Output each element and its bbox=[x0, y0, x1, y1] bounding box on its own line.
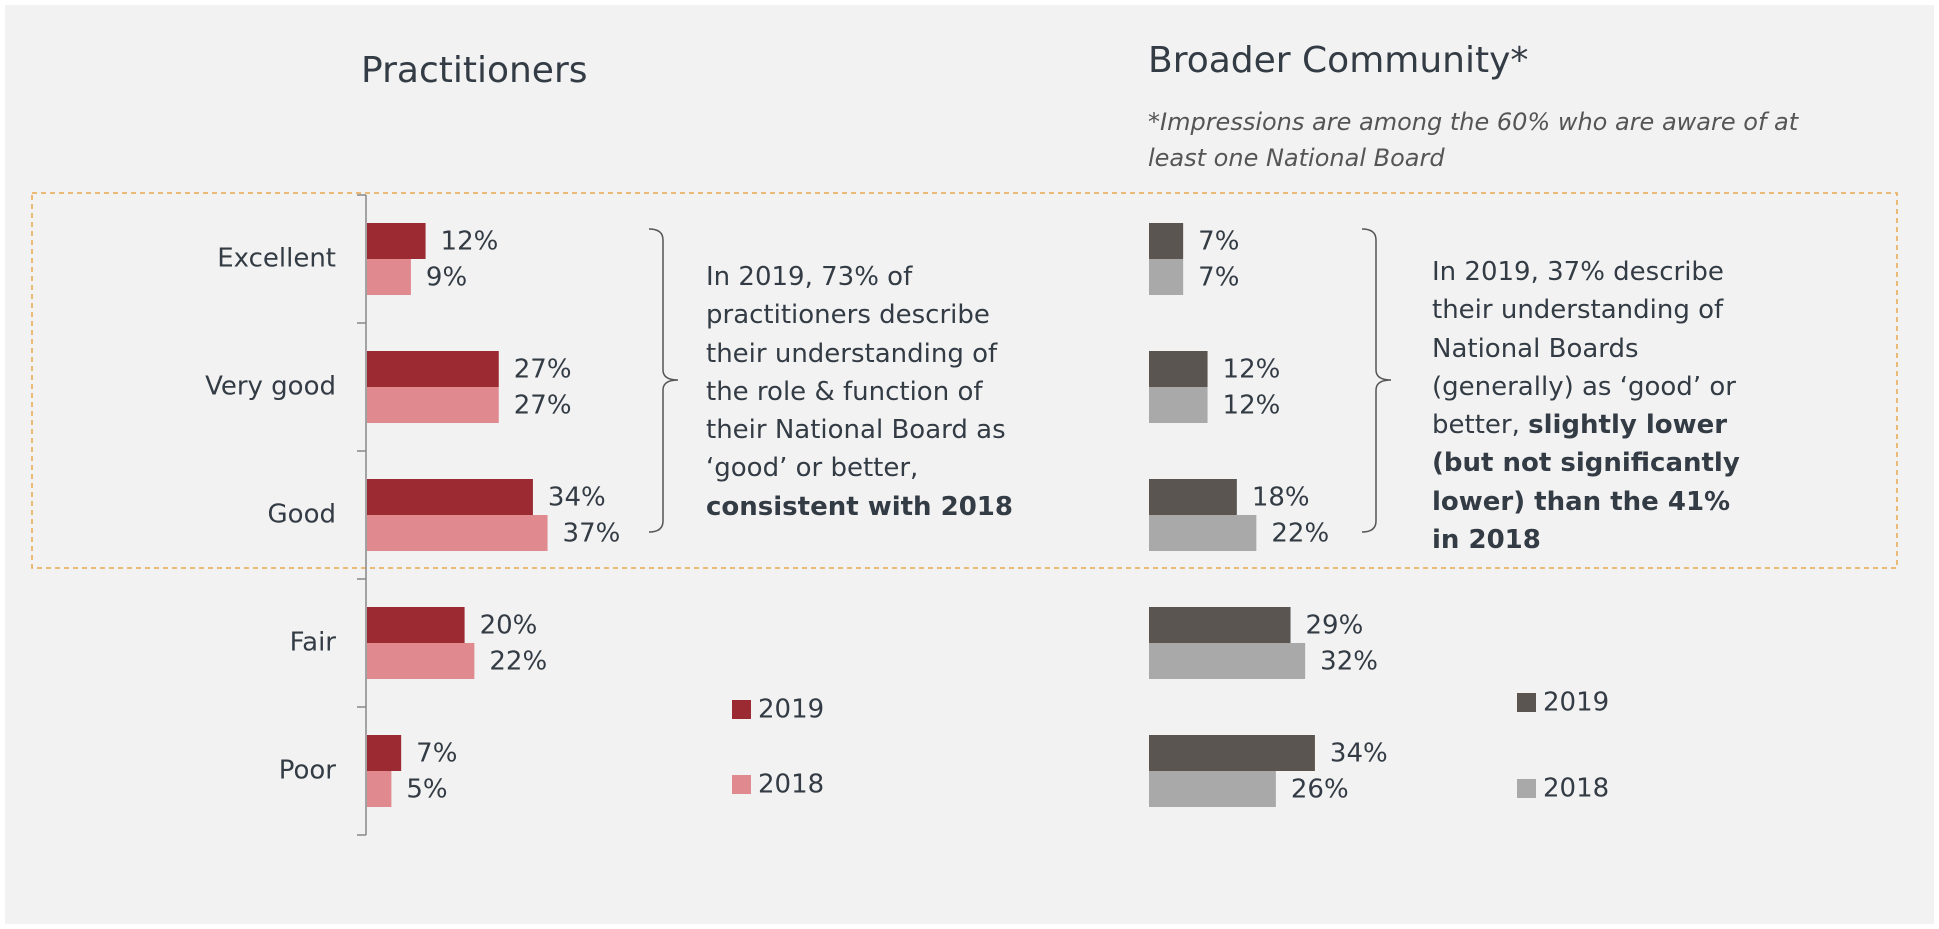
annotation: In 2019, 37% describe their understandin… bbox=[1432, 253, 1757, 559]
legend-label: 2019 bbox=[758, 695, 824, 725]
value-label: 27% bbox=[514, 355, 572, 385]
annotation-text: In 2019, 37% describe their understandin… bbox=[1432, 257, 1736, 441]
bar bbox=[1149, 643, 1306, 679]
value-label: 26% bbox=[1291, 775, 1349, 805]
value-label: 7% bbox=[416, 739, 457, 769]
value-label: 5% bbox=[406, 775, 447, 805]
value-label: 32% bbox=[1320, 647, 1378, 677]
annotation-text: In 2019, 73% of practitioners describe t… bbox=[706, 262, 1006, 484]
chart-title: Practitioners bbox=[361, 50, 588, 91]
value-label: 18% bbox=[1252, 483, 1310, 513]
bracket bbox=[1361, 228, 1392, 533]
bar bbox=[367, 515, 548, 551]
bar bbox=[1149, 515, 1257, 551]
legend-swatch bbox=[1517, 693, 1536, 712]
legend-swatch bbox=[1517, 779, 1536, 798]
category-label: Fair bbox=[290, 628, 337, 658]
bar bbox=[367, 771, 392, 807]
bar bbox=[367, 223, 426, 259]
bar bbox=[1149, 607, 1291, 643]
subtitle: *Impressions are among the 60% who are a… bbox=[1148, 108, 1799, 172]
annotation-bold: slightly lower (but not significantly lo… bbox=[1432, 410, 1740, 556]
panel bbox=[5, 5, 1934, 924]
legend-label: 2018 bbox=[758, 770, 824, 800]
bar bbox=[1149, 259, 1184, 295]
chart-title: Broader Community* bbox=[1148, 40, 1529, 81]
bar bbox=[367, 351, 499, 387]
category-label: Good bbox=[268, 500, 336, 530]
legend-label: 2018 bbox=[1543, 774, 1609, 804]
value-label: 34% bbox=[1330, 739, 1388, 769]
bracket bbox=[648, 228, 679, 533]
value-label: 9% bbox=[426, 263, 467, 293]
bar bbox=[367, 479, 533, 515]
bar bbox=[1149, 223, 1184, 259]
value-label: 29% bbox=[1306, 611, 1364, 641]
bar bbox=[1149, 479, 1237, 515]
value-label: 22% bbox=[489, 647, 547, 677]
bar bbox=[367, 735, 402, 771]
bar bbox=[1149, 351, 1208, 387]
bar bbox=[1149, 735, 1315, 771]
annotation: In 2019, 73% of practitioners describe t… bbox=[706, 258, 1016, 526]
value-label: 37% bbox=[563, 519, 621, 549]
value-label: 22% bbox=[1271, 519, 1329, 549]
value-label: 12% bbox=[1223, 355, 1281, 385]
bar bbox=[367, 387, 499, 423]
value-label: 7% bbox=[1198, 263, 1239, 293]
category-label: Excellent bbox=[217, 244, 336, 274]
bar bbox=[367, 607, 465, 643]
value-label: 20% bbox=[480, 611, 538, 641]
bar bbox=[367, 643, 475, 679]
value-label: 7% bbox=[1198, 227, 1239, 257]
category-label: Very good bbox=[205, 372, 336, 402]
value-label: 12% bbox=[441, 227, 499, 257]
bar bbox=[1149, 387, 1208, 423]
legend-label: 2019 bbox=[1543, 688, 1609, 718]
value-label: 12% bbox=[1223, 391, 1281, 421]
bar bbox=[1149, 771, 1276, 807]
category-label: Poor bbox=[279, 756, 337, 786]
legend-swatch bbox=[732, 700, 751, 719]
bar bbox=[367, 259, 411, 295]
highlight-box bbox=[31, 192, 1898, 569]
value-label: 27% bbox=[514, 391, 572, 421]
value-label: 34% bbox=[548, 483, 606, 513]
annotation-bold: consistent with 2018 bbox=[706, 491, 1013, 522]
legend-swatch bbox=[732, 775, 751, 794]
